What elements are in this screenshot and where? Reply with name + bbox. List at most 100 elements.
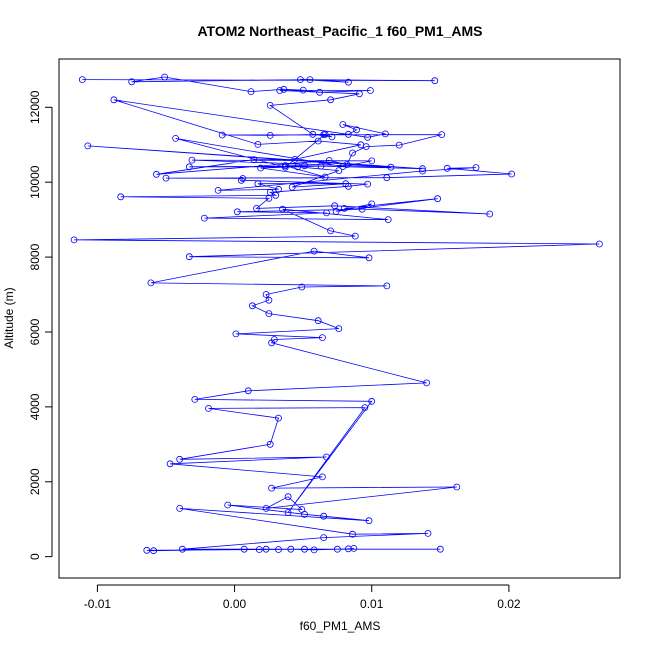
data-point [218,131,226,139]
data-point [84,142,92,150]
data-point [343,161,351,169]
data-point [284,509,292,516]
data-point [321,173,329,181]
data-point [172,134,180,142]
data-point [436,545,444,553]
data-point [191,395,199,403]
y-tick-label: 4000 [28,393,42,420]
data-point [265,310,273,318]
data-point [362,143,370,151]
data-point [364,133,372,141]
data-point [266,102,274,109]
data-point [316,88,324,96]
data-point [318,473,326,481]
data-point [438,131,446,139]
data-point [244,387,252,395]
data-point [328,133,336,141]
data-point [349,149,356,157]
data-point [275,185,282,193]
data-point [387,163,395,171]
data-point [310,247,318,255]
data-point [368,200,376,208]
data-point [147,279,155,287]
y-tick-label: 0 [28,553,42,560]
data-point [339,163,347,170]
data-point [176,504,184,512]
data-point [486,210,494,218]
data-point [339,121,347,128]
data-point [317,162,325,170]
data-point [250,156,258,164]
series-layer [70,73,603,555]
y-axis: 0 2000 4000 6000 8000 10000 12000 [28,90,53,560]
y-tick-label: 12000 [28,90,42,124]
data-point [320,534,328,541]
x-tick-label: 0.00 [223,597,247,611]
data-point [384,216,392,224]
data-point [276,87,284,94]
y-tick-label: 2000 [28,468,42,495]
data-point [166,460,174,468]
data-point [443,164,451,172]
data-point [318,334,326,342]
data-point [358,205,366,213]
data-point [299,86,307,94]
data-point [262,545,270,553]
data-point [333,545,341,553]
data-point [178,545,186,553]
data-point [340,204,348,212]
data-point [349,530,356,538]
data-point [257,164,265,172]
data-point [205,404,212,412]
data-point [143,546,151,554]
data-point [284,493,292,501]
data-point [327,227,335,235]
data-point [431,77,439,85]
data-point [185,163,193,171]
data-point [176,455,184,463]
data-point [70,236,78,244]
chart-title: ATOM2 Northeast_Pacific_1 f60_PM1_AMS [197,23,482,39]
data-point [355,90,363,98]
data-point [364,180,372,188]
x-tick-label: 0.01 [360,597,384,611]
data-point [253,204,260,212]
data-point [268,339,276,347]
data-point [321,130,329,138]
data-point [327,96,335,104]
data-point [434,195,442,203]
data-point [314,137,322,145]
x-tick-label: 0.02 [497,597,521,611]
plot-border [58,58,621,579]
y-tick-label: 10000 [28,165,42,199]
data-point [268,484,276,492]
data-point [233,208,241,216]
data-point [419,167,426,175]
data-point [366,87,374,94]
data-point [361,404,369,412]
data-point [288,183,296,191]
data-point [254,140,262,148]
data-point [320,512,328,520]
data-point [323,453,330,461]
data-point [272,191,280,199]
data-point [185,253,193,261]
data-point [350,545,358,552]
data-point [472,164,480,172]
data-point [150,547,158,555]
data-point [280,85,288,93]
data-point [161,73,169,81]
data-point [596,240,603,248]
data-point [200,214,208,222]
data-point [365,517,373,525]
y-tick-label: 6000 [28,318,42,345]
data-point [335,325,343,333]
data-point [344,545,352,553]
y-tick-label: 8000 [28,243,42,270]
data-point [344,78,352,86]
data-point [424,530,432,537]
x-tick-label: -0.01 [84,597,112,611]
data-point [291,155,299,163]
data-point [296,76,304,83]
